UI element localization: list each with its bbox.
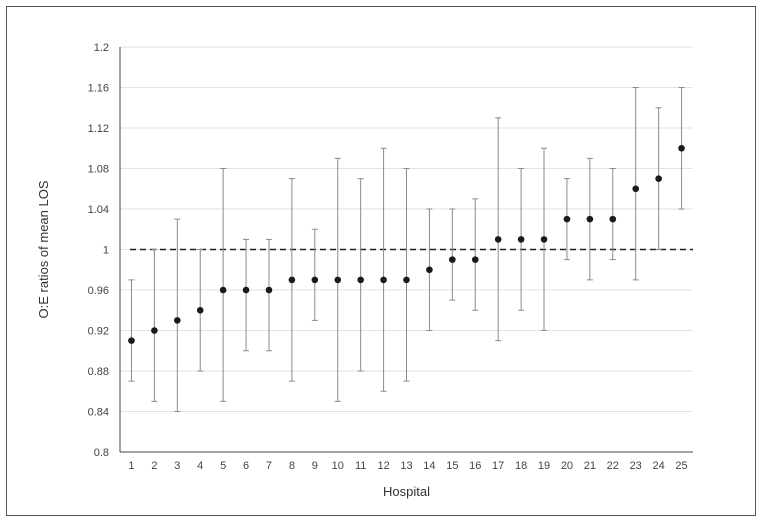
y-tick-label: 1.08 — [88, 164, 109, 176]
x-axis-title: Hospital — [383, 484, 430, 499]
y-tick-label: 0.92 — [88, 326, 109, 338]
x-tick-label: 9 — [312, 460, 318, 472]
x-tick-label: 17 — [492, 460, 504, 472]
data-point — [265, 286, 273, 294]
y-tick-labels: 0.8 0.84 0.88 0.92 0.96 1 1.04 1.08 1.12 1.16 1.2 — [88, 42, 109, 459]
x-tick-label: 12 — [377, 460, 389, 472]
y-tick-label: 0.84 — [88, 407, 109, 419]
data-point — [311, 276, 319, 284]
x-tick-label: 16 — [469, 460, 481, 472]
data-point — [380, 276, 387, 284]
data-point — [563, 215, 571, 223]
x-tick-label: 13 — [400, 460, 412, 472]
y-tick-label: 0.96 — [88, 285, 109, 297]
x-tick-label: 18 — [515, 460, 527, 472]
y-tick-label: 1.12 — [88, 123, 109, 135]
x-tick-label: 1 — [128, 460, 134, 472]
y-axis-title: O:E ratios of mean LOS — [36, 180, 51, 318]
x-tick-label: 5 — [220, 460, 226, 472]
x-tick-label: 23 — [630, 460, 642, 472]
data-point — [494, 236, 502, 243]
x-tick-label: 11 — [355, 460, 366, 472]
data-point — [151, 327, 158, 334]
x-tick-label: 7 — [266, 460, 272, 472]
y-tick-label: 0.8 — [94, 447, 109, 459]
x-tick-label: 3 — [174, 460, 180, 472]
x-tick-label: 24 — [652, 460, 664, 472]
y-tick-label: 1.04 — [88, 204, 109, 216]
data-point — [655, 175, 662, 182]
x-tick-label: 21 — [584, 460, 596, 472]
data-point — [357, 276, 364, 284]
x-tick-labels: 1 2 3 4 5 6 7 8 9 10 11 12 13 14 15 16 17 18 19 20 21 22 23 24 2… — [128, 460, 687, 472]
chart-frame: 0.8 0.84 0.88 0.92 0.96 1 1.04 1.08 1.12 1.16 1.2 … — [6, 6, 756, 516]
forest-plot: 0.80.840.880.920.9611.041.081.121.161.2 … — [36, 42, 693, 499]
x-tick-label: 25 — [675, 460, 687, 472]
data-point — [540, 236, 548, 243]
data-point — [426, 266, 433, 274]
x-tick-label: 8 — [289, 460, 295, 472]
y-tick-label: 1 — [103, 245, 109, 257]
x-tick-label: 10 — [332, 460, 344, 472]
data-point — [403, 276, 410, 284]
y-tick-label: 1.2 — [94, 42, 109, 54]
x-tick-label: 4 — [197, 460, 203, 472]
data-point — [586, 215, 594, 223]
data-point — [288, 276, 296, 284]
x-tick-label: 19 — [538, 460, 550, 472]
data-points — [128, 144, 685, 344]
data-point — [609, 215, 617, 223]
y-tick-label: 0.88 — [88, 366, 109, 378]
data-point — [632, 185, 639, 193]
x-tick-label: 2 — [151, 460, 157, 472]
data-point — [174, 317, 181, 324]
x-tick-label: 20 — [561, 460, 573, 472]
data-point — [471, 256, 479, 263]
data-point — [678, 144, 685, 152]
y-tick-label: 1.16 — [88, 83, 109, 95]
data-point — [219, 286, 227, 294]
data-point — [242, 286, 250, 294]
x-tick-label: 15 — [446, 460, 458, 472]
data-point — [517, 236, 525, 243]
data-point — [449, 256, 456, 263]
data-point — [334, 276, 342, 284]
x-tick-label: 14 — [423, 460, 435, 472]
x-tick-label: 22 — [607, 460, 619, 472]
data-point — [196, 306, 204, 314]
x-tick-label: 6 — [243, 460, 249, 472]
data-point — [128, 337, 135, 344]
